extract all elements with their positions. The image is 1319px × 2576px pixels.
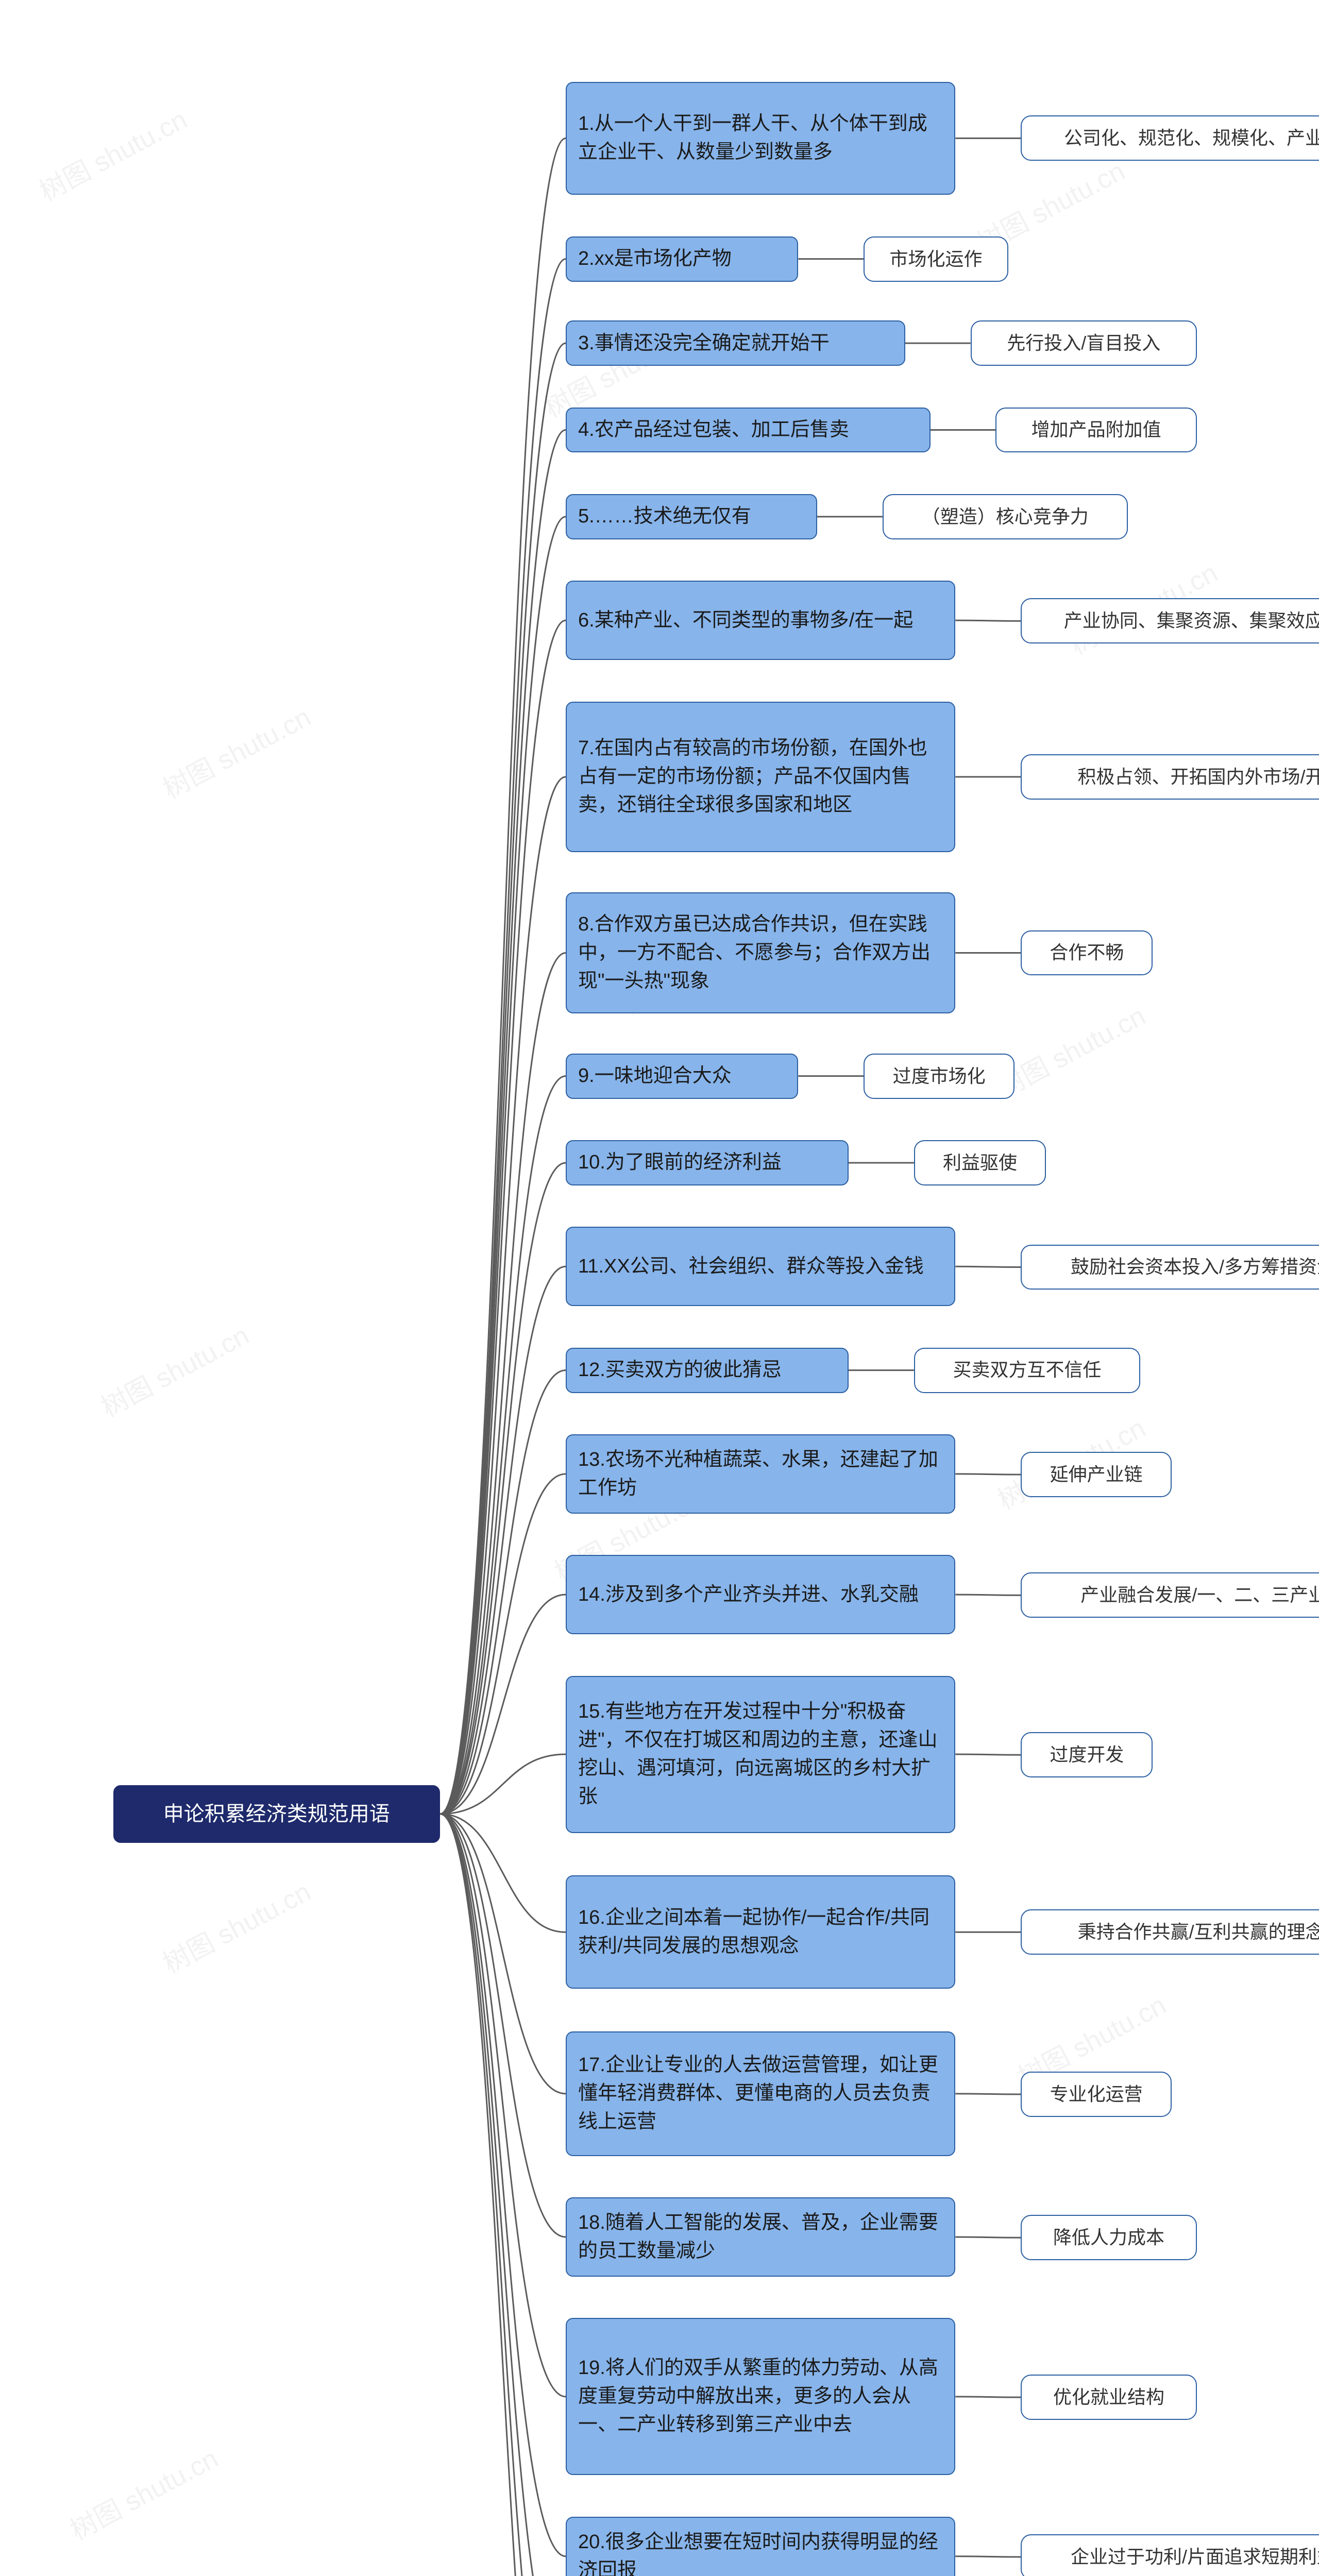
branch-secondary-18: 降低人力成本: [1021, 2215, 1197, 2260]
mindmap-canvas: 申论积累经济类规范用语 1.从一个人干到一群人干、从个体干到成立企业干、从数量少到…: [0, 0, 1319, 2576]
branch-secondary-16: 秉持合作共赢/互利共赢的理念/思想: [1021, 1909, 1319, 1955]
branch-primary-16: 16.企业之间本着一起协作/一起合作/共同获利/共同发展的思想观念: [566, 1875, 955, 1989]
root-node: 申论积累经济类规范用语: [113, 1785, 440, 1843]
branch-primary-5: 5.……技术绝无仅有: [566, 494, 817, 539]
branch-primary-7: 7.在国内占有较高的市场份额，在国外也占有一定的市场份额；产品不仅国内售卖，还销…: [566, 702, 955, 853]
branch-secondary-8: 合作不畅: [1021, 930, 1153, 976]
branch-secondary-17: 专业化运营: [1021, 2072, 1172, 2117]
branch-secondary-14: 产业融合发展/一、二、三产业融合发展: [1021, 1572, 1319, 1618]
branch-primary-15: 15.有些地方在开发过程中十分"积极奋进"，不仅在打城区和周边的主意，还逢山挖山…: [566, 1676, 955, 1833]
branch-primary-9: 9.一味地迎合大众: [566, 1054, 798, 1099]
branch-primary-20: 20.很多企业想要在短时间内获得明显的经济回报: [566, 2517, 955, 2576]
branch-primary-17: 17.企业让专业的人去做运营管理，如让更懂年轻消费群体、更懂电商的人员去负责线上…: [566, 2031, 955, 2156]
branch-secondary-1: 公司化、规范化、规模化、产业化: [1021, 115, 1319, 161]
branch-secondary-9: 过度市场化: [864, 1054, 1014, 1099]
branch-primary-10: 10.为了眼前的经济利益: [566, 1140, 849, 1185]
branch-secondary-10: 利益驱使: [914, 1140, 1046, 1185]
branch-primary-4: 4.农产品经过包装、加工后售卖: [566, 408, 931, 453]
branch-primary-19: 19.将人们的双手从繁重的体力劳动、从高度重复劳动中解放出来，更多的人会从一、二…: [566, 2318, 955, 2475]
branch-primary-1: 1.从一个人干到一群人干、从个体干到成立企业干、从数量少到数量多: [566, 82, 955, 195]
branch-primary-18: 18.随着人工智能的发展、普及，企业需要的员工数量减少: [566, 2197, 955, 2277]
branch-secondary-7: 积极占领、开拓国内外市场/开拓国际市场: [1021, 754, 1319, 800]
branch-secondary-5: （塑造）核心竞争力: [883, 494, 1128, 539]
branch-primary-11: 11.XX公司、社会组织、群众等投入金钱: [566, 1227, 955, 1306]
branch-primary-14: 14.涉及到多个产业齐头并进、水乳交融: [566, 1555, 955, 1634]
branch-primary-12: 12.买卖双方的彼此猜忌: [566, 1348, 849, 1393]
branch-primary-3: 3.事情还没完全确定就开始干: [566, 320, 905, 366]
branch-secondary-12: 买卖双方互不信任: [914, 1348, 1140, 1393]
branch-primary-8: 8.合作双方虽已达成合作共识，但在实践中，一方不配合、不愿参与；合作双方出现"一…: [566, 892, 955, 1013]
branch-secondary-6: 产业协同、集聚资源、集聚效应: [1021, 598, 1319, 643]
branch-primary-6: 6.某种产业、不同类型的事物多/在一起: [566, 581, 955, 660]
branch-secondary-15: 过度开发: [1021, 1732, 1153, 1777]
branch-secondary-4: 增加产品附加值: [995, 408, 1196, 453]
branch-secondary-13: 延伸产业链: [1021, 1452, 1172, 1497]
branch-secondary-11: 鼓励社会资本投入/多方筹措资金: [1021, 1245, 1319, 1290]
branch-primary-13: 13.农场不光种植蔬菜、水果，还建起了加工作坊: [566, 1434, 955, 1514]
branch-secondary-3: 先行投入/盲目投入: [971, 320, 1197, 366]
branch-secondary-2: 市场化运作: [864, 236, 1008, 282]
branch-primary-2: 2.xx是市场化产物: [566, 236, 798, 282]
branch-secondary-19: 优化就业结构: [1021, 2375, 1197, 2420]
branch-secondary-20: 企业过于功利/片面追求短期利益: [1021, 2534, 1319, 2576]
